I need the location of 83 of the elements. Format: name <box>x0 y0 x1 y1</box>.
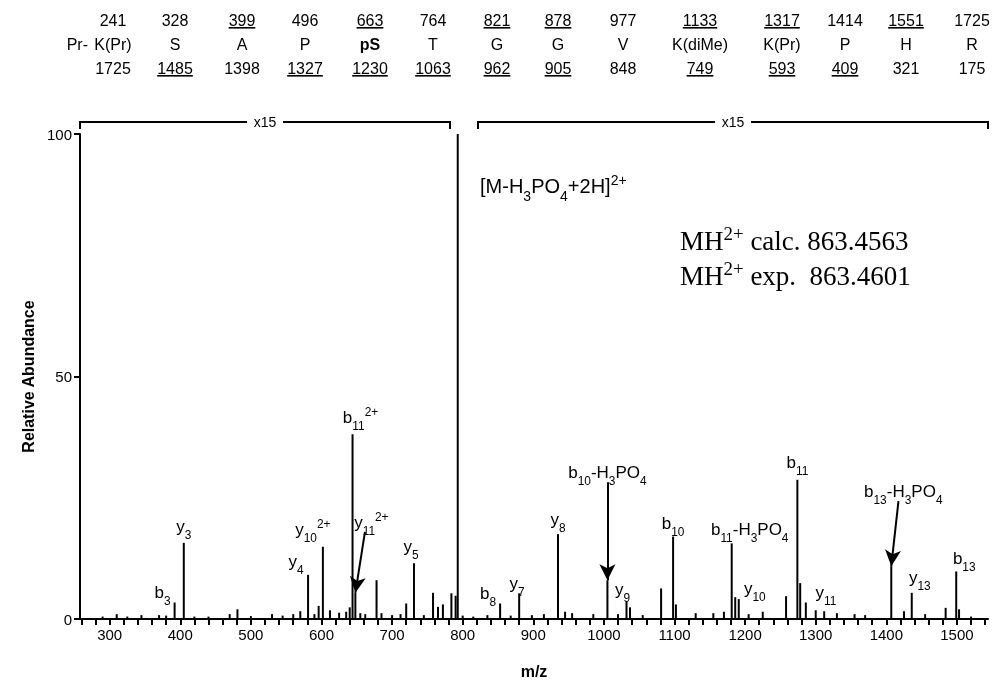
text: 328 <box>161 12 189 29</box>
text: A <box>236 36 248 53</box>
text: 764 <box>419 12 447 29</box>
text: Pr- <box>66 36 88 53</box>
text: T <box>428 36 439 53</box>
text: 1317 <box>764 12 800 29</box>
text: V <box>617 36 629 53</box>
text: 962 <box>483 60 511 77</box>
text: 663 <box>356 12 384 29</box>
text: P <box>839 36 851 53</box>
annotation: b$_{10}$-H$_{3}$PO$_{4}$ <box>568 463 648 489</box>
annotation: y$_{7}$ <box>509 574 526 600</box>
annotation: y$_{5}$ <box>403 537 419 563</box>
text: 1230 <box>352 60 388 77</box>
text: x15 <box>253 114 277 130</box>
annotation: MH$^{2+}$ calc. 863.4563 <box>680 222 909 256</box>
annotation: b$_{11}$ <box>786 452 809 478</box>
text: 821 <box>483 12 511 29</box>
text: 878 <box>544 12 572 29</box>
x-tick-label: 700 <box>379 626 405 643</box>
x-tick-label: 800 <box>450 626 476 643</box>
annotation: y$_{11}$ <box>815 582 837 608</box>
text: 977 <box>609 12 637 29</box>
annotation: y$_{8}$ <box>550 510 566 536</box>
annotation: b$_{3}$ <box>154 582 172 608</box>
text: 1398 <box>224 60 260 77</box>
annotation: b$_{13}$ <box>952 549 976 575</box>
x-tick-label: 1500 <box>940 626 974 643</box>
text: x15 <box>721 114 745 130</box>
annotation: b$_{11}$-H$_{3}$PO$_{4}$ <box>710 520 789 546</box>
annotation: y$_{9}$ <box>614 579 631 605</box>
text: G <box>490 36 504 53</box>
text: 1725 <box>954 12 990 29</box>
text: pS <box>359 36 381 53</box>
text: 1485 <box>157 60 193 77</box>
text: 175 <box>958 60 986 77</box>
x-tick-label: 1100 <box>658 626 691 643</box>
annotation: b$_{8}$ <box>480 584 497 610</box>
x-tick-label: 600 <box>308 626 334 643</box>
text: 749 <box>686 60 714 77</box>
annotation: y$_{4}$ <box>288 551 304 577</box>
text: K(diMe) <box>671 36 729 53</box>
text: K(Pr) <box>763 36 801 53</box>
text: H <box>900 36 912 53</box>
text: 593 <box>768 60 796 77</box>
text: 1133 <box>682 12 718 29</box>
y-tick-label: 100 <box>46 125 72 143</box>
text: 1551 <box>888 12 924 29</box>
x-tick-label: 1000 <box>587 626 621 643</box>
text: P <box>299 36 311 53</box>
y-tick-label: 0 <box>63 610 72 628</box>
x-tick-label: 500 <box>238 626 264 643</box>
x-tick-label: 300 <box>97 626 123 643</box>
y-axis-title: Relative Abundance <box>19 300 37 453</box>
x-tick-label: 1200 <box>728 626 762 643</box>
text: 1063 <box>415 60 451 77</box>
x-axis-title: m/z <box>520 662 548 680</box>
text: R <box>966 36 978 53</box>
text: 321 <box>892 60 920 77</box>
text: 1414 <box>827 12 863 29</box>
x-tick-label: 1400 <box>869 626 904 643</box>
text: 1725 <box>95 60 131 77</box>
text: 1327 <box>287 60 323 77</box>
y-tick-label: 50 <box>55 368 72 385</box>
annotation: y$_{3}$ <box>176 516 192 542</box>
x-tick-label: 400 <box>167 626 193 643</box>
annotation: MH$^{2+}$ exp. 863.4601 <box>680 257 911 291</box>
annotation: b$_{13}$-H$_{3}$PO$_{4}$ <box>864 482 943 508</box>
text: 241 <box>99 12 127 29</box>
text: 905 <box>544 60 572 77</box>
text: S <box>169 36 181 53</box>
text: K(Pr) <box>94 36 132 53</box>
text: G <box>551 36 565 53</box>
text: 399 <box>228 12 256 29</box>
annotation: y$_{13}$ <box>908 567 931 593</box>
x-tick-label: 1300 <box>799 626 833 643</box>
annotation: b$_{10}$ <box>661 513 685 539</box>
annotation: y$_{10}$ <box>743 579 766 605</box>
text: 409 <box>831 60 859 77</box>
x-tick-label: 900 <box>520 626 546 643</box>
text: 496 <box>291 12 319 29</box>
text: 848 <box>609 60 637 77</box>
annotation: [M-H$_{3}$PO$_{4}$+2H]$^{2+}$ <box>480 172 627 204</box>
